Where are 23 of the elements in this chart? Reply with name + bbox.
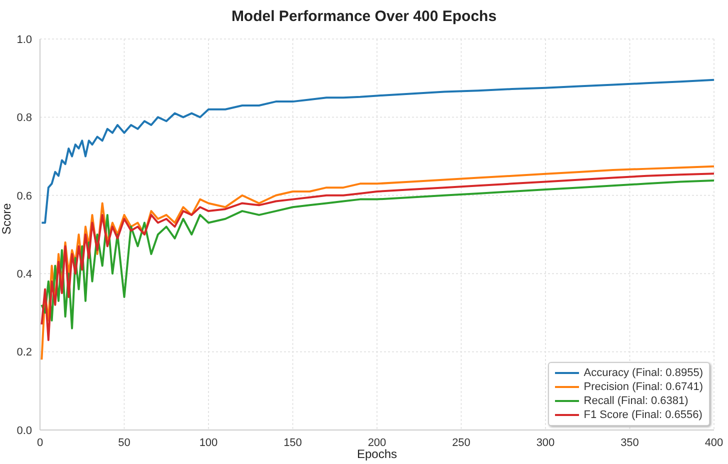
x-tick-label: 250 xyxy=(452,436,470,449)
y-tick-label: 0.4 xyxy=(16,268,32,281)
y-tick-label: 0.0 xyxy=(16,424,32,437)
x-tick-label: 100 xyxy=(199,436,218,449)
x-tick-label: 300 xyxy=(536,436,555,449)
x-axis-title: Epochs xyxy=(356,447,398,461)
y-tick-label: 1.0 xyxy=(16,34,32,46)
x-tick-label: 400 xyxy=(704,436,724,449)
y-axis-title: Score xyxy=(0,202,14,234)
chart-title: Model Performance Over 400 Epochs xyxy=(230,8,498,25)
legend-label: F1 Score (Final: 0.6556) xyxy=(584,408,702,422)
legend-label: Recall (Final: 0.6381) xyxy=(584,394,688,408)
legend-label: Accuracy (Final: 0.8955) xyxy=(584,366,703,380)
y-tick-label: 0.6 xyxy=(16,190,32,202)
y-tick-label: 0.2 xyxy=(16,346,32,359)
x-tick-label: 200 xyxy=(368,436,386,449)
line-series xyxy=(40,78,714,224)
x-tick-label: 350 xyxy=(620,436,639,449)
y-tick-label: 0.8 xyxy=(16,112,32,124)
legend-label: Precision (Final: 0.6741) xyxy=(584,380,703,394)
x-tick-label: 0 xyxy=(36,436,44,449)
x-tick-label: 150 xyxy=(284,436,302,449)
x-tick-label: 50 xyxy=(118,436,130,449)
